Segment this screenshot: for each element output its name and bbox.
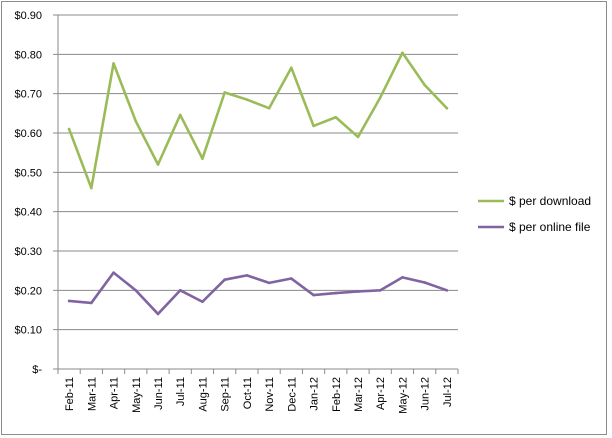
series-group (67, 51, 449, 316)
data-point (67, 299, 71, 303)
y-tick-label: $0.40 (14, 207, 42, 219)
x-tick-label: Jul-12 (442, 377, 454, 407)
data-point (423, 281, 426, 284)
x-tick-label: May-12 (397, 377, 409, 414)
x-tick-label: Dec-11 (286, 377, 298, 412)
data-point (334, 291, 338, 295)
y-tick-label: $0.90 (14, 10, 42, 22)
y-tick-label: $0.10 (14, 325, 42, 337)
data-point (90, 301, 93, 305)
x-tick-label: Nov-11 (264, 377, 276, 412)
data-point (312, 293, 315, 297)
x-tick-label: Oct-11 (242, 377, 254, 409)
x-tick-label: Aug-11 (197, 377, 209, 412)
data-point (312, 124, 315, 128)
data-point (156, 312, 160, 316)
x-tick-label: Jul-11 (175, 377, 187, 406)
data-point (356, 290, 360, 293)
x-tick-label: Sep-11 (220, 377, 232, 412)
x-tick-label: Mar-11 (86, 377, 98, 411)
data-point (267, 106, 271, 110)
data-point (178, 289, 182, 292)
series-line-1 (67, 271, 449, 316)
gridlines (53, 14, 459, 374)
data-point (356, 135, 360, 139)
data-point (223, 278, 226, 282)
y-tick-label: $0.70 (14, 89, 42, 101)
data-point (267, 281, 271, 285)
data-point (112, 271, 115, 274)
data-point (401, 276, 404, 279)
data-point (245, 274, 249, 277)
x-tick-label: Jun-11 (153, 377, 165, 410)
data-point (67, 127, 71, 131)
data-point (178, 113, 182, 117)
data-point (445, 289, 449, 292)
data-point (245, 98, 249, 101)
data-point (112, 62, 115, 65)
data-point (223, 91, 226, 94)
y-axis-ticks: $- $0.10 $0.20 $0.30 $0.40 $0.50 $0.60 $0.70 $0.… (14, 10, 42, 376)
x-tick-label: Mar-12 (353, 377, 365, 412)
x-tick-label: Apr-11 (109, 377, 121, 409)
x-tick-label: Feb-11 (64, 377, 76, 411)
series-line-0 (67, 51, 449, 190)
data-point (134, 119, 138, 123)
x-axis-ticks: Feb-11 Mar-11 Apr-11 May-11 Jun-11 Jul-11 Aug-… (64, 377, 454, 414)
x-tick-label: Feb-12 (331, 377, 343, 412)
data-point (378, 289, 382, 292)
y-tick-label: $0.60 (14, 128, 42, 140)
data-point (290, 277, 293, 280)
legend-label: $ per online file (509, 220, 591, 234)
x-tick-label: May-11 (131, 377, 143, 413)
data-point (201, 157, 204, 160)
y-tick-label: $0.50 (14, 167, 42, 179)
data-point (423, 83, 426, 87)
x-tick-label: Jun-12 (420, 377, 432, 411)
y-tick-label: $0.30 (14, 246, 42, 258)
data-point (378, 96, 382, 99)
y-tick-label: $0.20 (14, 285, 42, 297)
data-point (134, 289, 138, 292)
legend: $ per download $ per online file (478, 194, 591, 234)
data-point (334, 115, 338, 119)
data-point (156, 163, 160, 166)
data-point (90, 186, 93, 190)
data-point (290, 66, 293, 70)
x-tick-label: Apr-12 (375, 377, 387, 410)
data-point (445, 106, 449, 110)
legend-label: $ per download (509, 194, 591, 208)
y-tick-label: $- (32, 364, 42, 376)
data-point (201, 300, 204, 304)
y-tick-label: $0.80 (14, 49, 42, 61)
x-tick-label: Jan-12 (309, 377, 321, 411)
data-point (401, 51, 404, 55)
